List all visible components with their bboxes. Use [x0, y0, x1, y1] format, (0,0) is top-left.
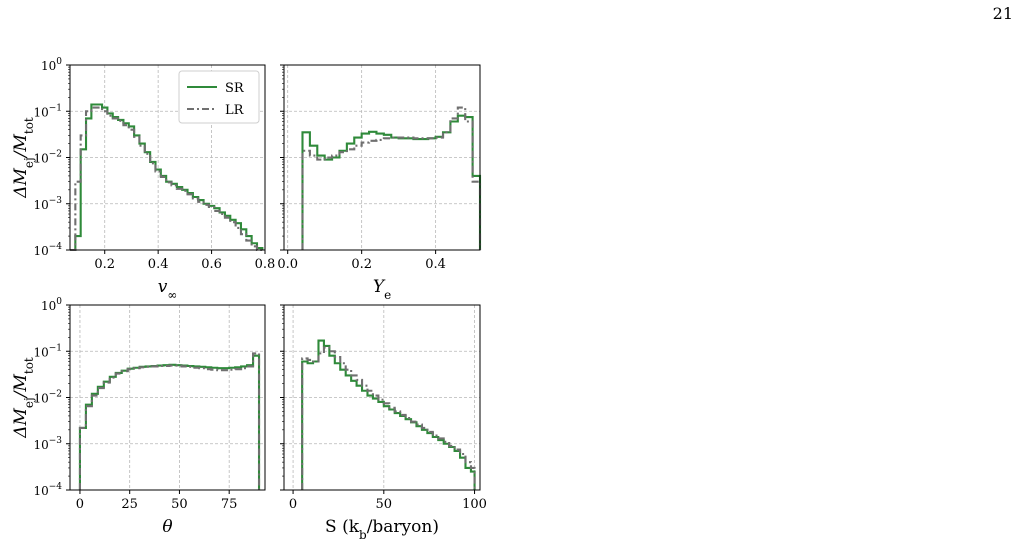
legend-box	[178, 70, 260, 124]
panel-entropy: 0 50 100 S (kb/baryon)	[280, 304, 487, 542]
series-LR-theta	[78, 352, 261, 490]
x-tick-label: 0.0	[277, 257, 298, 272]
x-tick-label: 100	[462, 497, 487, 512]
x-axis-label-vinf: v∞	[158, 277, 178, 302]
x-tick-label: 0.4	[425, 257, 446, 272]
y-tick-label: 10−3	[33, 436, 62, 452]
y-tick-label: 10−3	[33, 196, 62, 212]
series-LR-ye	[301, 106, 482, 250]
x-tick-label: 0	[289, 497, 297, 512]
x-tick-label: 0.2	[351, 257, 372, 272]
y-tick-label: 10−4	[33, 482, 62, 498]
y-tick-label: 10−1	[33, 343, 62, 359]
series-SR-ye	[301, 114, 482, 250]
y-tick-label: 10−1	[33, 103, 62, 119]
y-tick-label: 100	[41, 297, 62, 313]
panel-theta: 0 25 50 75 10−4 10−3 10−2 10−1 100 θ ΔMej/Mtot	[11, 297, 266, 537]
page-number: 21	[992, 4, 1013, 23]
y-tick-label: 10−2	[33, 150, 62, 166]
x-tick-label: 0.4	[148, 257, 169, 272]
panel-vinf: 0.2 0.4 0.6 0.8 10−4 10−3 10−2 10−1 100 v∞ ΔMej/Mt…	[11, 57, 275, 302]
legend-label-LR: LR	[225, 103, 245, 118]
legend-label-SR: SR	[225, 81, 245, 96]
legend: SR LR	[178, 70, 260, 124]
series-SR-entropy	[301, 339, 476, 490]
x-tick-label: 0.8	[255, 257, 276, 272]
y-axis-label-theta: ΔMej/Mtot	[11, 357, 36, 439]
x-tick-label: 25	[121, 497, 138, 512]
y-tick-label: 100	[41, 57, 62, 73]
y-axis-label-vinf: ΔMej/Mtot	[11, 117, 36, 199]
series-SR-vinf	[70, 103, 264, 252]
series-LR-vinf	[70, 106, 263, 252]
x-tick-label: 0.2	[94, 257, 115, 272]
x-tick-label: 75	[221, 497, 238, 512]
panel-ye: 0.0 0.2 0.4 Ye	[277, 64, 482, 302]
x-tick-label: 50	[376, 497, 393, 512]
y-tick-label: 10−2	[33, 390, 62, 406]
x-tick-label: 0	[76, 497, 84, 512]
x-tick-label: 50	[171, 497, 188, 512]
y-tick-label: 10−4	[33, 242, 62, 258]
x-axis-label-ye: Ye	[373, 277, 391, 302]
x-axis-label-entropy: S (kb/baryon)	[325, 517, 439, 542]
x-tick-label: 0.6	[201, 257, 222, 272]
series-SR-theta	[78, 354, 261, 490]
x-axis-label-theta: θ	[162, 517, 172, 537]
series-LR-entropy	[301, 346, 476, 490]
